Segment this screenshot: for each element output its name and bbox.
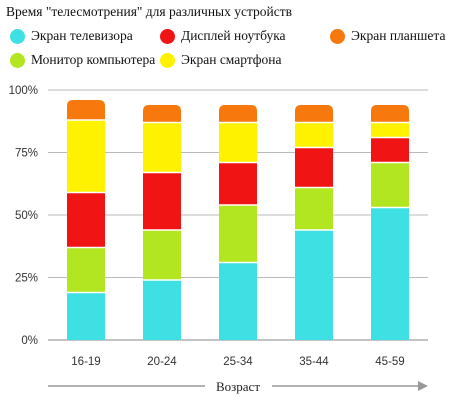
legend-swatch-tv: [10, 28, 25, 44]
legend-swatch-tablet: [330, 28, 345, 44]
x-tick-label-2: 25-34: [223, 356, 253, 368]
bar-4-2: [219, 105, 257, 123]
chart-title: Время "телесмотрения" для различных устр…: [6, 4, 293, 19]
bar-0-1: [143, 280, 181, 340]
bar-0-3: [295, 230, 333, 340]
bar-4-4: [371, 105, 409, 123]
y-tick-label-4: 100%: [9, 85, 38, 97]
legend-swatch-smartphone: [160, 52, 175, 68]
bar-2-2: [219, 162, 257, 205]
bar-1-1: [143, 230, 181, 280]
x-axis-label: Возраст: [216, 379, 260, 394]
bar-3-4: [371, 122, 409, 138]
bar-0-4: [371, 207, 409, 340]
legend-label-smartphone: Экран смартфона: [181, 52, 282, 67]
legend-swatch-monitor: [10, 52, 25, 68]
bar-3-1: [143, 122, 181, 173]
legend-item-smartphone: Экран смартфона: [160, 52, 281, 68]
x-tick-label-1: 20-24: [147, 356, 177, 368]
x-tick-label-0: 16-19: [71, 356, 100, 368]
bar-3-0: [67, 120, 105, 193]
legend-item-tablet: Экран планшета: [330, 28, 445, 44]
legend-label-laptop: Дисплей ноутбука: [181, 28, 286, 43]
legend-item-laptop: Дисплей ноутбука: [160, 28, 286, 44]
bar-2-0: [67, 192, 105, 248]
y-tick-label-2: 50%: [15, 210, 38, 222]
legend-label-tablet: Экран планшета: [351, 28, 446, 43]
y-tick-label-1: 25%: [15, 273, 38, 285]
bar-4-0: [67, 100, 105, 120]
legend-item-monitor: Монитор компьютера: [10, 52, 155, 68]
legend-label-monitor: Монитор компьютера: [31, 52, 156, 67]
chart-legend: Экран телевизора Дисплей ноутбука Экран …: [0, 0, 450, 80]
x-tick-label-4: 45-59: [375, 356, 404, 368]
legend-swatch-laptop: [160, 28, 175, 44]
bar-1-4: [371, 162, 409, 208]
bar-0-0: [67, 292, 105, 340]
bar-0-2: [219, 262, 257, 340]
bar-1-2: [219, 205, 257, 263]
x-axis-arrowhead: [418, 381, 428, 391]
bar-1-3: [295, 187, 333, 230]
bar-4-1: [143, 105, 181, 123]
legend-item-tv: Экран телевизора: [10, 28, 133, 44]
y-tick-label-3: 75%: [15, 148, 38, 160]
bar-3-2: [219, 122, 257, 163]
bar-2-1: [143, 172, 181, 230]
bar-2-3: [295, 147, 333, 188]
bar-3-3: [295, 122, 333, 148]
bar-4-3: [295, 105, 333, 123]
legend-label-tv: Экран телевизора: [31, 28, 133, 43]
bar-2-4: [371, 137, 409, 163]
x-tick-label-3: 35-44: [299, 356, 329, 368]
y-tick-label-0: 0%: [21, 335, 38, 347]
bar-1-0: [67, 247, 105, 293]
